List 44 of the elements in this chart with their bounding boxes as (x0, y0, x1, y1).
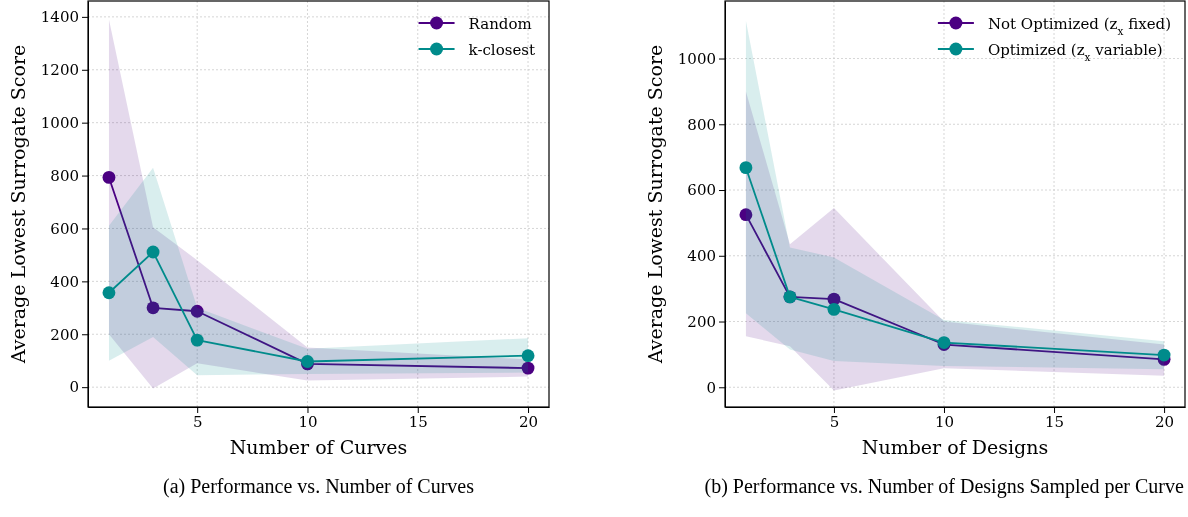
y-tick-label: 400 (687, 247, 716, 266)
x-tick-label: 5 (829, 412, 840, 431)
y-axis-title: Average Lowest Surrogate Score (644, 44, 666, 365)
x-axis-title: Number of Curves (229, 436, 408, 458)
legend-label: k-closest (468, 40, 535, 59)
legend-label: Random (468, 14, 532, 33)
x-tick-label: 10 (298, 412, 318, 431)
x-tick-label: 20 (1155, 412, 1175, 431)
y-tick-label: 600 (687, 181, 716, 200)
x-tick-label: 10 (934, 412, 955, 431)
point (102, 286, 116, 300)
y-tick-label: 0 (69, 378, 79, 397)
point (190, 304, 204, 318)
y-tick-label: 200 (687, 312, 716, 331)
y-tick-label: 400 (50, 272, 79, 291)
legend-label: Optimized (z$_{x}$ variable) (987, 40, 1163, 63)
point (102, 171, 116, 184)
point (146, 301, 160, 315)
y-tick-label: 1400 (40, 8, 79, 27)
x-tick-label: 15 (1045, 412, 1065, 431)
y-tick-label: 0 (706, 378, 716, 397)
y-axis-title: Average Lowest Surrogate Score (7, 44, 29, 365)
y-tick-label: 1000 (677, 49, 716, 68)
y-tick-label: 800 (50, 166, 79, 185)
text: (a) Performance vs. Number of Curves (162, 475, 475, 498)
point (827, 302, 841, 316)
y-tick-label: 1200 (40, 61, 79, 80)
legend-label: Not Optimized (z$_{x}$ fixed) (987, 14, 1171, 37)
y-tick-label: 800 (687, 115, 716, 134)
point (521, 361, 535, 375)
text: (b) Performance vs. Number of Designs Sampled per Curve (704, 475, 1184, 498)
x-tick-label: 20 (519, 412, 539, 431)
y-tick-label: 1000 (40, 113, 79, 132)
x-tick-label: 5 (192, 412, 203, 431)
point (739, 208, 753, 222)
x-tick-label: 15 (408, 412, 428, 431)
point (739, 161, 753, 175)
point (146, 245, 160, 259)
y-tick-label: 600 (50, 219, 79, 238)
point (521, 349, 535, 363)
point (190, 333, 204, 347)
y-tick-label: 200 (50, 325, 79, 344)
x-axis-title: Number of Designs (861, 436, 1049, 458)
point (1157, 348, 1171, 362)
